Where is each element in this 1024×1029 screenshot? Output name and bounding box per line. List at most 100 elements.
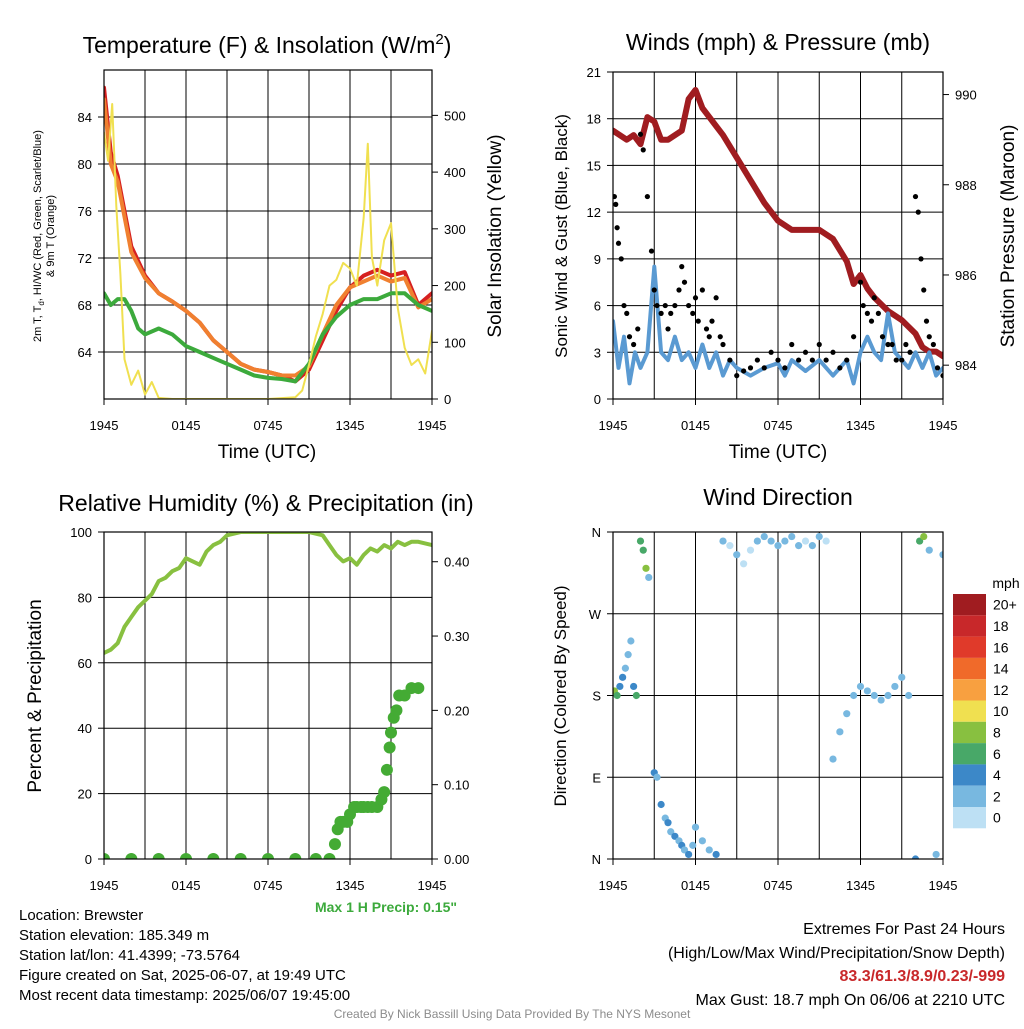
humidity-y-tick-label: 100 xyxy=(70,525,92,540)
winds-series-2-point xyxy=(837,365,843,371)
colorbar-swatch xyxy=(953,657,986,680)
direction-x-tick-label: 1945 xyxy=(929,878,958,893)
winds-series-2-point xyxy=(713,295,719,301)
colorbar-label: 2 xyxy=(993,788,1001,804)
temperature-x-tick-label: 1945 xyxy=(90,418,119,433)
direction-point xyxy=(705,846,713,854)
direction-point xyxy=(653,773,661,781)
winds-series-2-point xyxy=(706,334,712,340)
humidity-y-tick-label: 20 xyxy=(78,787,92,802)
temperature-y2-tick-label: 300 xyxy=(444,222,466,237)
winds-x-tick-label: 1945 xyxy=(929,418,958,433)
winds-y2-tick-label: 984 xyxy=(955,358,977,373)
winds-series-2-point xyxy=(613,193,617,200)
direction-panel-title: Wind Direction xyxy=(703,484,853,510)
winds-series-2-point xyxy=(830,349,836,355)
direction-point xyxy=(645,573,653,582)
direction-point xyxy=(664,819,672,827)
humidity-series-1-point xyxy=(328,838,341,851)
winds-series-2-point xyxy=(915,209,921,215)
direction-point xyxy=(877,696,885,704)
winds-y-tick-label: 6 xyxy=(594,299,601,314)
station-info: Location: Brewster Station elevation: 18… xyxy=(19,906,350,1006)
direction-point xyxy=(642,564,650,572)
humidity-series-1-point xyxy=(180,853,192,859)
direction-y-axis-label: Direction (Colored By Speed) xyxy=(551,585,570,806)
winds-series-2-point xyxy=(709,318,715,324)
winds-series-2-point xyxy=(789,341,795,348)
direction-point xyxy=(639,546,647,554)
winds-series-2-point xyxy=(621,302,627,309)
winds-series-2-point xyxy=(903,341,909,348)
winds-y2-tick-label: 990 xyxy=(955,88,977,103)
direction-point xyxy=(774,542,782,550)
temperature-series-2-line xyxy=(104,291,432,384)
winds-series-2-point xyxy=(747,365,754,371)
winds-series-2-point xyxy=(921,287,927,293)
direction-y-tick-label: N xyxy=(592,525,601,540)
winds-series-2-point xyxy=(676,287,682,293)
winds-series-2-point xyxy=(648,248,655,254)
temperature-y2-tick-label: 0 xyxy=(444,392,451,407)
winds-series-0-line xyxy=(613,87,943,360)
direction-point xyxy=(863,687,871,695)
humidity-series-1-point xyxy=(383,741,396,754)
winds-series-2-point xyxy=(624,310,630,316)
humidity-series-1-point xyxy=(309,853,322,859)
direction-x-tick-label: 0745 xyxy=(764,878,793,893)
direction-point xyxy=(753,537,761,545)
colorbar-swatch xyxy=(953,743,986,765)
humidity-series-1-point xyxy=(378,786,391,799)
direction-plot: 1945 0145 0745 1345 1945 N E S W N xyxy=(589,525,958,893)
colorbar-label: 6 xyxy=(993,746,1001,762)
direction-point xyxy=(733,551,741,559)
humidity-frame xyxy=(103,531,433,860)
max-precip-label: Max 1 H Precip: 0.15" xyxy=(315,899,457,915)
winds-series-2-point xyxy=(695,318,701,324)
winds-series-2-point xyxy=(679,264,685,270)
humidity-y2-tick-label: 0.10 xyxy=(444,778,469,793)
winds-series-2-point xyxy=(912,193,919,200)
direction-point xyxy=(630,682,638,691)
winds-series-2-point xyxy=(918,256,924,262)
winds-series-2-point xyxy=(699,287,705,293)
winds-series-2-point xyxy=(672,302,678,309)
colorbar-label: 12 xyxy=(993,682,1009,698)
humidity-y2-tick-label: 0.40 xyxy=(444,555,469,570)
winds-series-2-point xyxy=(871,295,877,301)
winds-series-2-point xyxy=(851,334,857,340)
winds-series-2-point xyxy=(686,302,692,309)
direction-point xyxy=(905,691,913,700)
winds-series-2-point xyxy=(703,326,710,332)
colorbar-label: 20+ xyxy=(993,597,1017,613)
winds-y2-axis-label: Station Pressure (Maroon) xyxy=(998,125,1019,348)
winds-series-2-point xyxy=(654,302,660,309)
temperature-y-axis-label-line2: & 9m T (Orange) xyxy=(45,195,57,277)
extremes-subtitle: (High/Low/Max Wind/Precipitation/Snow De… xyxy=(667,944,1005,962)
winds-series-2-point xyxy=(782,365,788,371)
direction-y-tick-label: W xyxy=(589,607,602,622)
winds-series-2-point xyxy=(907,349,913,355)
direction-y-tick-label: N xyxy=(592,852,601,867)
direction-frame xyxy=(612,531,944,860)
winds-series-2-point xyxy=(885,341,891,348)
winds-series-2-point xyxy=(857,279,864,285)
winds-y-tick-label: 0 xyxy=(594,392,601,407)
humidity-series-1-point xyxy=(385,726,397,739)
humidity-series-1-point xyxy=(207,853,220,859)
winds-series-2-point xyxy=(658,310,664,316)
temperature-plot: 1945 0145 0745 1345 1945 64 68 72 76 80 84 0 100 200 3… xyxy=(78,69,466,433)
winds-series-2-point xyxy=(809,357,815,363)
winds-series-2-point xyxy=(761,365,767,371)
winds-series-2-point xyxy=(926,334,932,340)
winds-y2-tick-label: 986 xyxy=(955,268,977,283)
humidity-y-tick-label: 40 xyxy=(78,721,92,736)
direction-point xyxy=(689,841,697,849)
temperature-y2-tick-label: 500 xyxy=(444,108,466,123)
extremes-title: Extremes For Past 24 Hours xyxy=(803,921,1005,938)
winds-series-2-point xyxy=(720,341,726,348)
direction-y-tick-label: E xyxy=(592,770,601,785)
direction-point xyxy=(808,542,816,550)
winds-series-2-point xyxy=(690,310,696,316)
temperature-x-axis-label: Time (UTC) xyxy=(218,442,317,463)
